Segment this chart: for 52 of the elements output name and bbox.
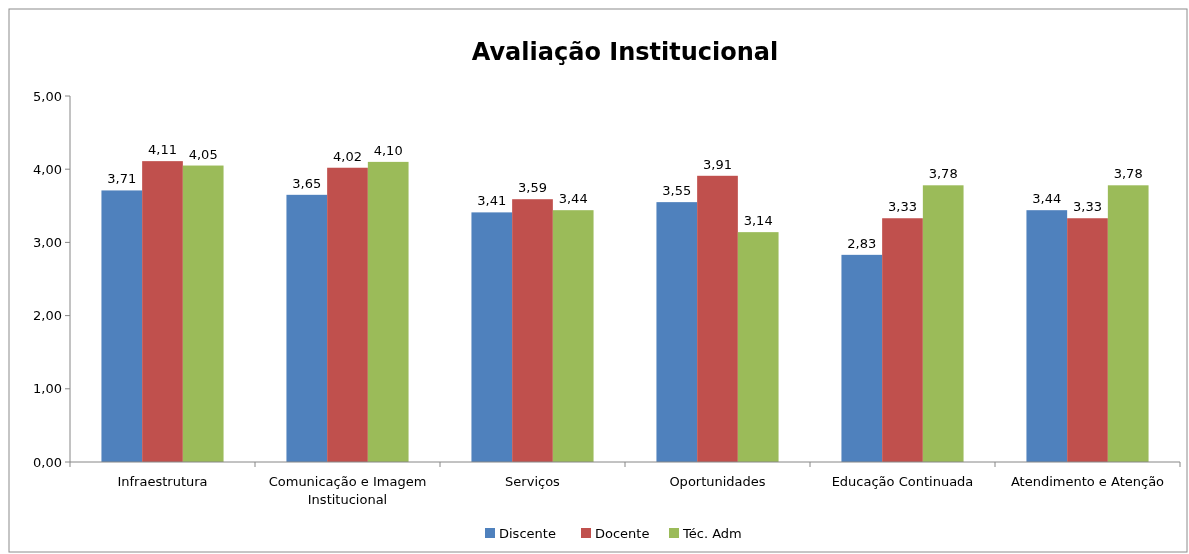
data-label: 4,11 xyxy=(148,142,177,158)
data-label: 4,02 xyxy=(333,148,362,164)
y-tick-label: 3,00 xyxy=(33,234,62,250)
y-tick-label: 0,00 xyxy=(33,454,62,470)
x-tick-label: Educação Continuada xyxy=(831,474,974,489)
bar xyxy=(101,190,143,462)
bar xyxy=(552,210,594,462)
data-label: 3,55 xyxy=(662,183,692,199)
data-label: 3,41 xyxy=(477,193,507,209)
bar xyxy=(1067,218,1108,462)
bar xyxy=(286,194,328,462)
data-label: 3,44 xyxy=(1032,191,1062,207)
legend-label: Discente xyxy=(499,526,556,541)
bar xyxy=(1107,185,1149,462)
x-tick-label: Atendimento e Atenção xyxy=(1010,474,1165,489)
bar xyxy=(327,167,368,462)
bar xyxy=(697,175,738,462)
bar xyxy=(367,161,409,462)
bar xyxy=(1026,210,1068,462)
legend-label: Téc. Adm xyxy=(682,526,742,541)
bar xyxy=(882,218,923,462)
x-tick-label: Oportunidades xyxy=(669,474,766,489)
y-tick-label: 4,00 xyxy=(33,161,62,177)
bar xyxy=(512,199,553,462)
bar xyxy=(182,165,224,462)
data-label: 3,78 xyxy=(928,166,958,182)
data-label: 3,33 xyxy=(888,199,917,215)
data-label: 3,14 xyxy=(743,213,773,229)
data-label: 3,91 xyxy=(703,156,732,172)
bar xyxy=(656,202,698,462)
data-label: 4,10 xyxy=(373,142,403,158)
y-tick-label: 2,00 xyxy=(33,308,62,324)
x-tick-label: Infraestrutura xyxy=(117,474,208,489)
bar xyxy=(471,212,513,462)
bar xyxy=(737,232,779,462)
bar xyxy=(142,161,183,462)
chart-title: Avaliação Institucional xyxy=(471,38,779,66)
y-tick-label: 5,00 xyxy=(33,88,62,104)
data-label: 3,78 xyxy=(1113,166,1143,182)
data-label: 3,71 xyxy=(107,171,137,187)
data-label: 2,83 xyxy=(847,235,877,251)
legend-label: Docente xyxy=(595,526,650,541)
bar xyxy=(922,185,964,462)
y-tick-label: 1,00 xyxy=(33,381,62,397)
data-label: 3,33 xyxy=(1073,199,1102,215)
x-tick-label: Comunicação e Imagem Institucional xyxy=(268,474,427,507)
data-label: 3,44 xyxy=(558,191,588,207)
x-tick-label: Serviços xyxy=(505,474,561,489)
bar xyxy=(841,254,883,462)
data-label: 3,59 xyxy=(518,180,547,196)
data-label: 4,05 xyxy=(188,146,218,162)
data-label: 3,65 xyxy=(292,175,322,191)
